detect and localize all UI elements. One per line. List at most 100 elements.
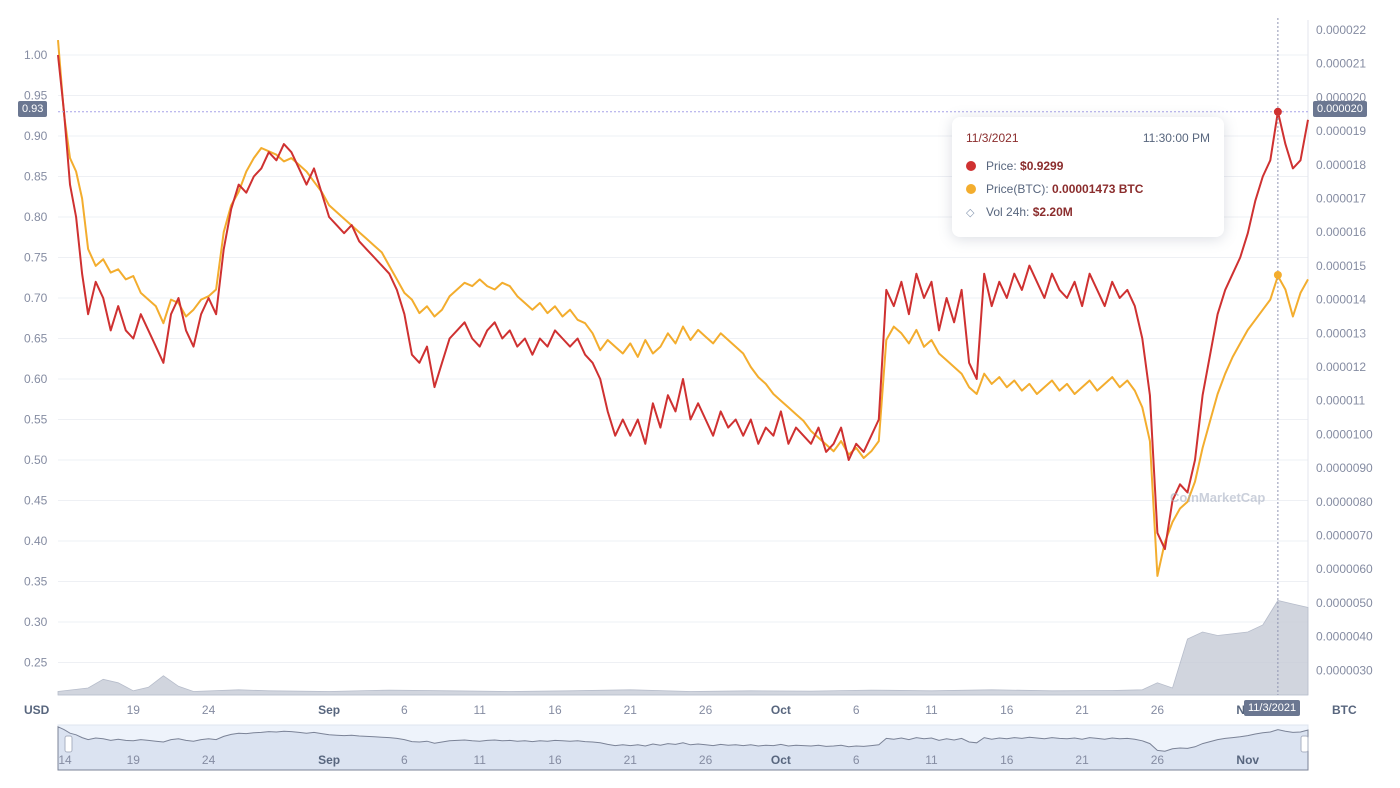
- volume-area: [57, 600, 1309, 696]
- x-tick-label: 21: [624, 703, 638, 717]
- right-tick-label: 0.000011: [1316, 394, 1365, 408]
- tooltip-date: 11/3/2021: [966, 131, 1019, 145]
- left-tick-label: 0.95: [24, 89, 48, 103]
- right-tick-label: 0.0000080: [1316, 495, 1373, 509]
- navigator-tick-label: 19: [127, 753, 141, 767]
- right-tick-label: 0.000014: [1316, 293, 1366, 307]
- right-tick-label: 0.000013: [1316, 326, 1366, 340]
- navigator-tick-label: 6: [853, 753, 860, 767]
- right-tick-label: 0.0000050: [1316, 596, 1373, 610]
- navigator-left-handle: [64, 735, 73, 753]
- left-tick-label: 0.75: [24, 251, 48, 265]
- diamond-icon: ◇: [966, 207, 975, 219]
- right-tick-label: 0.0000100: [1316, 427, 1373, 441]
- left-tick-label: 0.45: [24, 494, 48, 508]
- navigator-tick-label: 21: [1075, 753, 1089, 767]
- x-tick-label: 19: [127, 703, 141, 717]
- right-tick-label: 0.000022: [1316, 23, 1366, 37]
- left-tick-label: 0.85: [24, 170, 48, 184]
- date-badge: 11/3/2021: [1244, 700, 1301, 716]
- right-tick-label: 0.0000060: [1316, 562, 1373, 576]
- tooltip-btc-label: Price(BTC):: [986, 182, 1049, 196]
- right-tick-label: 0.0000090: [1316, 461, 1373, 475]
- btc-price-line: [57, 40, 1309, 577]
- left-tick-label: 0.65: [24, 332, 48, 346]
- tooltip-vol-value: $2.20M: [1032, 205, 1073, 219]
- x-tick-label: 21: [1075, 703, 1089, 717]
- left-axis-unit: USD: [24, 703, 50, 717]
- right-tick-label: 0.0000070: [1316, 529, 1373, 543]
- right-tick-label: 0.000016: [1316, 225, 1366, 239]
- tooltip-price-row: Price: $0.9299: [966, 159, 1063, 173]
- right-tick-label: 0.000021: [1316, 57, 1366, 71]
- price-series-layer: [57, 40, 1309, 577]
- right-axis-unit: BTC: [1332, 703, 1357, 717]
- btc-hover-marker: [1273, 270, 1282, 279]
- tooltip-vol-label: Vol 24h:: [986, 205, 1030, 219]
- left-tick-label: 0.50: [24, 453, 48, 467]
- right-tick-label: 0.000012: [1316, 360, 1366, 374]
- x-tick-label: 11: [473, 703, 486, 717]
- x-tick-label: 26: [1151, 703, 1165, 717]
- tooltip-btc-row: Price(BTC): 0.00001473 BTC: [966, 182, 1143, 196]
- x-tick-label: 11: [925, 703, 938, 717]
- x-tick-label: 16: [1000, 703, 1014, 717]
- left-tick-label: 0.90: [24, 129, 48, 143]
- crosshair: [58, 18, 1308, 695]
- navigator-tick-label: 6: [401, 753, 408, 767]
- tooltip-price-label: Price:: [986, 159, 1017, 173]
- left-tick-label: 0.25: [24, 656, 48, 670]
- navigator-tick-label: Sep: [318, 753, 340, 767]
- right-tick-label: 0.000020: [1316, 90, 1366, 104]
- x-tick-label: 16: [548, 703, 562, 717]
- x-tick-label: 6: [853, 703, 860, 717]
- left-tick-label: 0.70: [24, 291, 48, 305]
- left-tick-label: 0.35: [24, 575, 48, 589]
- right-tick-label: 0.000015: [1316, 259, 1366, 273]
- left-tick-label: 0.80: [24, 210, 48, 224]
- right-tick-label: 0.000017: [1316, 192, 1366, 206]
- navigator-tick-label: 24: [202, 753, 216, 767]
- navigator-series: [57, 726, 1309, 771]
- tooltip-vol-row: ◇ Vol 24h: $2.20M: [966, 205, 1073, 219]
- navigator-tick-label: 16: [548, 753, 562, 767]
- x-tick-label: 6: [401, 703, 408, 717]
- navigator-tick-label: 21: [624, 753, 638, 767]
- volume-series: [57, 600, 1309, 696]
- left-tick-label: 0.55: [24, 413, 48, 427]
- left-tick-label: 0.40: [24, 534, 48, 548]
- tooltip-time: 11:30:00 PM: [1142, 131, 1210, 145]
- navigator-tick-label: Nov: [1236, 753, 1259, 767]
- hover-tooltip: 11/3/2021 11:30:00 PM Price: $0.9299 Pri…: [952, 117, 1224, 237]
- usd-price-line: [57, 54, 1309, 551]
- right-value-badge: 0.000020: [1313, 101, 1367, 117]
- navigator-tick-label: 11: [473, 753, 486, 767]
- navigator-tick-label: 16: [1000, 753, 1014, 767]
- navigator[interactable]: 14 19 24 Sep 6 11 16 21 26 Oct 6 11 16 21 26 Nov: [57, 724, 1309, 771]
- x-tick-label: Oct: [771, 703, 791, 717]
- price-dot-icon: [966, 161, 976, 171]
- left-value-badge: 0.93: [18, 101, 48, 117]
- x-tick-label: 24: [202, 703, 216, 717]
- navigator-right-handle: [1300, 735, 1309, 753]
- left-tick-label: 0.60: [24, 372, 48, 386]
- navigator-tick-label: 14: [58, 753, 72, 767]
- right-axis: 0.000022 0.000021 0.000020 0.000019 0.000018…: [1316, 23, 1373, 677]
- left-axis: 1.00 0.95 0.90 0.85 0.80 0.75 0.70 0.65 0.60 0.55…: [24, 48, 48, 670]
- usd-hover-marker: [1273, 107, 1282, 116]
- left-tick-label: 1.00: [24, 48, 48, 62]
- x-tick-label: 26: [699, 703, 713, 717]
- right-tick-label: 0.000019: [1316, 124, 1366, 138]
- watermark: CoinMarketCap: [1170, 490, 1266, 505]
- right-tick-label: 0.0000040: [1316, 630, 1373, 644]
- btc-dot-icon: [966, 184, 976, 194]
- navigator-tick-label: 11: [925, 753, 938, 767]
- right-tick-label: 0.000018: [1316, 158, 1366, 172]
- right-tick-label: 0.0000030: [1316, 663, 1373, 677]
- left-tick-label: 0.30: [24, 615, 48, 629]
- navigator-tick-label: Oct: [771, 753, 791, 767]
- tooltip-price-value: $0.9299: [1020, 159, 1064, 173]
- tooltip-btc-value: 0.00001473 BTC: [1052, 182, 1144, 196]
